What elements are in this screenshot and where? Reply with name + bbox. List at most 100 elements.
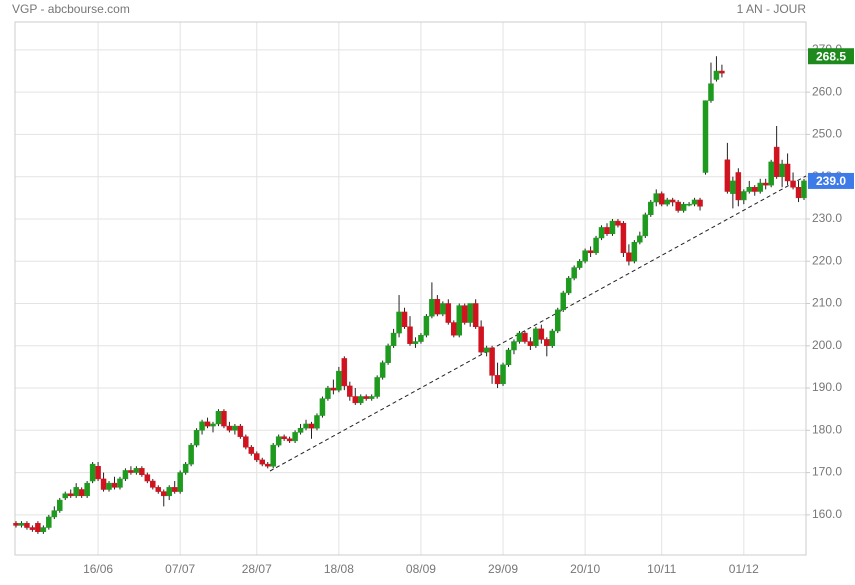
candle-body <box>768 161 774 186</box>
candle-body <box>51 510 58 518</box>
candle-body <box>297 427 304 433</box>
x-tick-label: 08/09 <box>406 562 436 576</box>
candle-body <box>237 425 244 437</box>
candle-body <box>784 163 791 182</box>
candle-body <box>270 444 276 467</box>
candle-body <box>150 480 156 488</box>
candle-body <box>533 328 539 347</box>
candle-body <box>89 463 96 482</box>
candle-body <box>62 493 68 499</box>
candle-body <box>637 235 643 243</box>
candle-body <box>385 345 391 363</box>
candle-body <box>653 193 659 203</box>
candle-body <box>358 396 364 404</box>
candle-body <box>451 322 457 336</box>
candle-body <box>248 446 255 454</box>
candle-body <box>472 303 479 328</box>
candle-body <box>29 527 36 530</box>
y-tick-label: 230.0 <box>812 211 842 225</box>
candle-body <box>631 241 638 262</box>
candle-body <box>243 436 249 448</box>
candle-body <box>78 489 85 497</box>
candle-body <box>188 444 194 465</box>
candle-body <box>67 493 74 497</box>
x-tick-label: 10/11 <box>647 562 676 576</box>
x-tick-label: 29/09 <box>488 562 518 576</box>
candle-body <box>697 199 703 207</box>
candle-body <box>35 523 41 533</box>
candle-body <box>664 199 670 205</box>
candle-body <box>84 482 90 497</box>
candle-body <box>680 203 687 211</box>
candle-body <box>642 214 649 237</box>
y-tick-label: 200.0 <box>812 338 842 352</box>
candle-body <box>57 499 63 511</box>
candle-body <box>281 436 287 440</box>
candle-body <box>719 70 725 74</box>
x-tick-label: 28/07 <box>242 562 272 576</box>
candle-body <box>549 330 556 347</box>
candle-body <box>604 227 610 235</box>
candle-body <box>303 423 309 429</box>
candle-body <box>341 358 348 387</box>
candle-body <box>292 432 298 442</box>
y-tick-label: 260.0 <box>812 84 842 98</box>
candle-body <box>522 332 528 342</box>
plot-frame <box>14 21 807 556</box>
candle-body <box>626 252 632 262</box>
candle-body <box>762 182 769 186</box>
candle-body <box>527 341 534 347</box>
y-tick-label: 160.0 <box>812 507 842 521</box>
candle-body <box>319 398 326 416</box>
y-tick-label: 170.0 <box>812 465 842 479</box>
candle-body <box>587 250 594 254</box>
candle-body <box>117 478 123 488</box>
candle-body <box>741 191 747 201</box>
candle-body <box>352 396 359 404</box>
y-tick-label: 210.0 <box>812 296 842 310</box>
candle-body <box>516 332 523 342</box>
candle-body <box>560 292 566 311</box>
candle-body <box>193 430 200 446</box>
candle-body <box>773 146 780 177</box>
candle-body <box>434 299 441 315</box>
trend-line <box>269 175 807 472</box>
candle-body <box>139 468 145 475</box>
candle-body <box>483 347 490 353</box>
candle-body <box>429 299 435 317</box>
candle-body <box>128 470 134 473</box>
x-tick-label: 16/06 <box>83 562 113 576</box>
candle-body <box>199 421 205 431</box>
candle-body <box>467 303 473 323</box>
candle-body <box>330 387 337 391</box>
candle-body <box>752 187 758 192</box>
candle-body <box>757 182 763 192</box>
candle-body <box>286 438 293 442</box>
candle-body <box>801 180 807 199</box>
candle-body <box>746 187 753 192</box>
candle-body <box>171 487 178 492</box>
candle-body <box>347 385 353 397</box>
x-tick-label: 18/08 <box>324 562 354 576</box>
candle-body <box>363 396 369 399</box>
candle-body <box>730 180 736 194</box>
candle-body <box>204 421 211 427</box>
candle-body <box>122 470 129 480</box>
candle-body <box>46 516 52 528</box>
candle-body <box>544 339 550 347</box>
candle-body <box>210 423 216 427</box>
candle-body <box>724 159 731 192</box>
y-tick-label: 220.0 <box>812 253 842 267</box>
price-badge-label: 239.0 <box>816 174 846 188</box>
y-tick-label: 180.0 <box>812 422 842 436</box>
candle-body <box>215 411 222 425</box>
price-badge <box>808 172 854 189</box>
candle-body <box>336 370 342 391</box>
x-tick-label: 20/10 <box>570 562 600 576</box>
candle-body <box>686 203 692 206</box>
candle-body <box>708 83 714 101</box>
candle-body <box>133 468 140 473</box>
x-tick-label: 01/12 <box>729 562 759 576</box>
candle-body <box>232 425 238 431</box>
